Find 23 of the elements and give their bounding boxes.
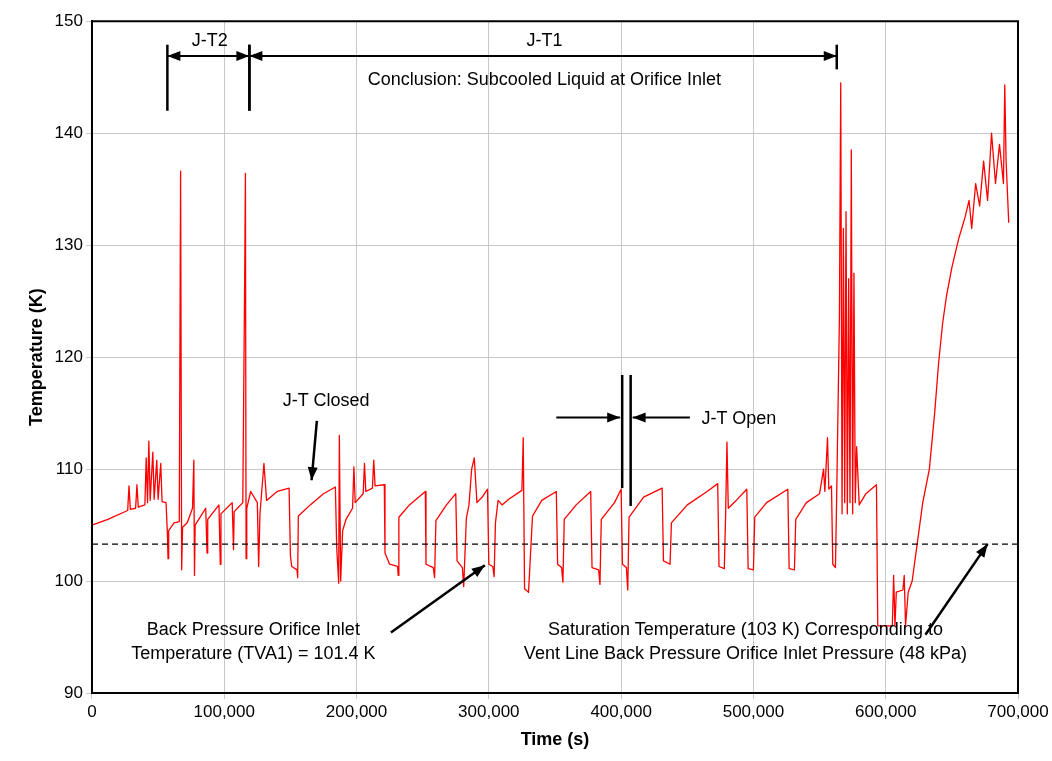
annotation: J-T1 <box>526 29 563 53</box>
x-tick-label: 400,000 <box>590 701 652 721</box>
annotation: J-T Open <box>701 406 777 430</box>
y-tick-label: 90 <box>64 682 83 702</box>
annotation: J-T2 <box>191 29 228 53</box>
x-tick-label: 200,000 <box>325 701 388 721</box>
y-tick-label: 120 <box>54 346 83 366</box>
annotation: J-T Closed <box>282 388 370 412</box>
y-tick-label: 150 <box>54 10 83 30</box>
y-tick-label: 140 <box>54 122 83 142</box>
x-tick-label: 700,000 <box>987 701 1049 721</box>
x-tick-label: 0 <box>87 701 97 721</box>
y-tick-label: 100 <box>54 570 83 590</box>
x-tick-label: 600,000 <box>854 701 917 721</box>
y-axis-title: Temperature (K) <box>25 288 46 426</box>
x-axis-title: Time (s) <box>520 729 590 750</box>
y-tick-label: 130 <box>54 234 83 254</box>
x-tick-label: 100,000 <box>193 701 255 721</box>
x-tick-label: 300,000 <box>458 701 520 721</box>
x-tick-label: 500,000 <box>722 701 785 721</box>
annotation: Conclusion: Subcooled Liquid at Orifice Inlet <box>367 68 721 92</box>
annotation: Back Pressure Orifice Inlet Temperature (TVA1) = 101.4 K <box>131 618 376 666</box>
y-tick-label: 110 <box>55 458 83 478</box>
